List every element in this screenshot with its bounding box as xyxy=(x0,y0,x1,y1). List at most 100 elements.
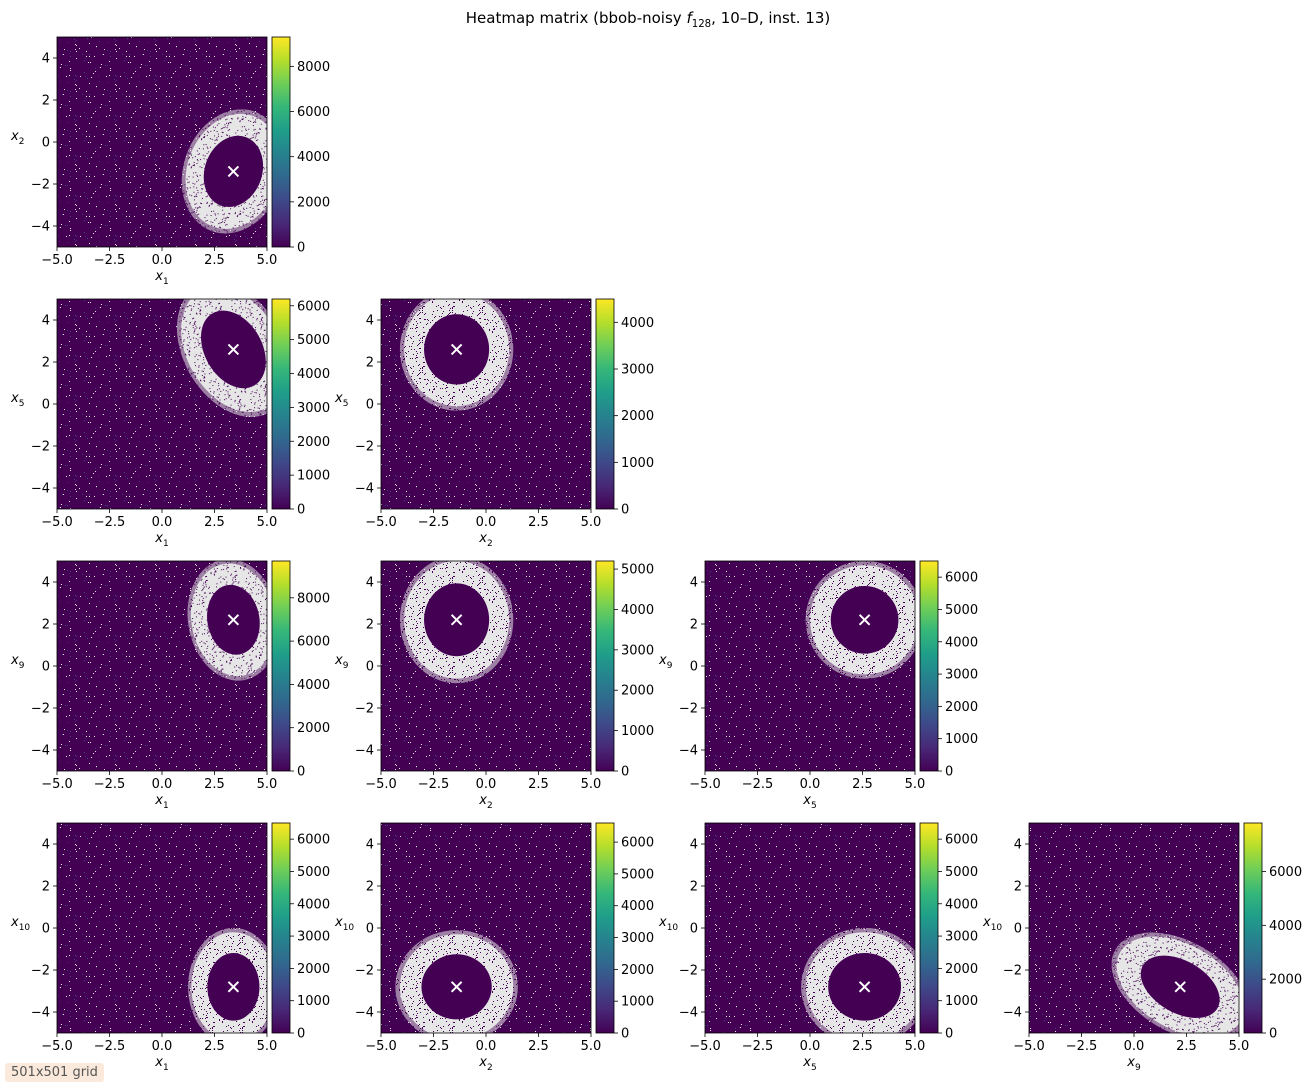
x-tick-label: −5.0 xyxy=(365,777,397,792)
colorbar-tick-label: 0 xyxy=(945,1027,953,1042)
x-axis-label: x1 xyxy=(154,531,168,549)
y-tick-label: 4 xyxy=(42,52,50,67)
optimum-marker xyxy=(1174,981,1186,993)
colorbar-tick-label: 0 xyxy=(945,765,953,780)
colorbar-tick-label: 0 xyxy=(1269,1027,1277,1042)
y-tick-label: −4 xyxy=(355,482,374,497)
title-func: f xyxy=(686,9,692,27)
colorbar-tick-label: 1000 xyxy=(621,995,654,1010)
colorbar-tick-label: 2000 xyxy=(945,962,978,977)
x-tick-label: 2.5 xyxy=(204,515,225,530)
x-tick-label: 5.0 xyxy=(581,1039,602,1054)
y-tick-label: 4 xyxy=(366,838,374,853)
y-tick-label: 0 xyxy=(42,398,50,413)
y-tick-label: −2 xyxy=(31,964,50,979)
y-axis-label: x9 xyxy=(658,653,673,671)
colorbar-tick-label: 5000 xyxy=(621,563,654,578)
x-tick-label: −2.5 xyxy=(418,777,450,792)
colorbar-tick-label: 3000 xyxy=(621,363,654,378)
colorbar-tick-label: 0 xyxy=(621,765,629,780)
colorbar-tick-label: 5000 xyxy=(297,865,330,880)
colorbar-tick-label: 3000 xyxy=(297,930,330,945)
colorbar-tick-label: 4000 xyxy=(621,316,654,331)
heatmap-panel-5: −5.0 −2.5 0.0 2.5 5.0 −4 −2 0 2 4 x2 x9 0 1000 2000 300… xyxy=(334,560,654,811)
heatmap-panel-9: −5.0 −2.5 0.0 2.5 5.0 −4 −2 0 2 4 x5 x10 0 1000 2000 30… xyxy=(658,822,978,1073)
optimum-marker xyxy=(858,614,871,626)
y-tick-label: −4 xyxy=(31,744,50,759)
heatmap-panel-2: −5.0 −2.5 0.0 2.5 5.0 −4 −2 0 2 4 x1 x5 0 1000 2000 300… xyxy=(10,298,330,549)
colorbar-tick-label: 5000 xyxy=(945,865,978,880)
y-tick-label: 0 xyxy=(42,136,50,151)
colorbar: 0 1000 2000 3000 4000 5000 6000 xyxy=(919,822,978,1042)
y-tick-label: −4 xyxy=(355,1006,374,1021)
colorbar-tick-label: 4000 xyxy=(945,635,978,650)
colorbar-tick-label: 6000 xyxy=(297,299,330,314)
colorbar-tick-label: 4000 xyxy=(297,367,330,382)
colorbar: 0 1000 2000 3000 4000 5000 6000 xyxy=(595,822,654,1042)
x-tick-label: 5.0 xyxy=(905,777,926,792)
y-tick-label: 2 xyxy=(366,618,374,633)
colorbar-tick-label: 0 xyxy=(621,503,629,518)
colorbar-tick-label: 6000 xyxy=(621,836,654,851)
colorbar-tick-label: 6000 xyxy=(297,833,330,848)
y-tick-label: 2 xyxy=(42,618,50,633)
colorbar: 0 1000 2000 3000 4000 5000 6000 xyxy=(919,560,978,780)
colorbar-tick-label: 4000 xyxy=(1269,919,1302,934)
x-tick-label: 0.0 xyxy=(476,777,497,792)
colorbar-tick-label: 2000 xyxy=(297,195,330,210)
colorbar: 0 1000 2000 3000 4000 5000 6000 xyxy=(271,298,330,518)
x-axis-label: x1 xyxy=(154,1055,168,1073)
colorbar-tick-label: 4000 xyxy=(297,150,330,165)
optimum-marker xyxy=(227,981,240,993)
y-tick-label: 2 xyxy=(366,880,374,895)
y-tick-label: −4 xyxy=(31,220,50,235)
x-tick-label: −2.5 xyxy=(94,777,126,792)
y-tick-label: −2 xyxy=(1003,964,1022,979)
x-axis-label: x2 xyxy=(478,1055,492,1073)
x-tick-label: 2.5 xyxy=(204,777,225,792)
colorbar-tick-label: 2000 xyxy=(621,684,654,699)
x-axis-label: x5 xyxy=(802,1055,816,1073)
colorbar: 0 1000 2000 3000 4000 xyxy=(595,298,654,518)
x-tick-label: 0.0 xyxy=(476,515,497,530)
title-prefix: Heatmap matrix (bbob-noisy xyxy=(465,9,687,27)
x-tick-label: −5.0 xyxy=(689,1039,721,1054)
y-tick-label: 2 xyxy=(42,356,50,371)
colorbar-tick-label: 4000 xyxy=(297,678,330,693)
x-tick-label: 5.0 xyxy=(581,777,602,792)
x-tick-label: 0.0 xyxy=(800,777,821,792)
colorbar-tick-label: 3000 xyxy=(297,401,330,416)
y-tick-label: 0 xyxy=(366,398,374,413)
heatmap-panel-4: −5.0 −2.5 0.0 2.5 5.0 −4 −2 0 2 4 x1 x9 0 2000 4000 600… xyxy=(10,560,330,811)
y-tick-label: −4 xyxy=(31,1006,50,1021)
colorbar-tick-label: 1000 xyxy=(621,456,654,471)
x-tick-label: −2.5 xyxy=(418,1039,450,1054)
optimum-marker xyxy=(227,343,240,356)
colorbar-tick-label: 3000 xyxy=(621,931,654,946)
colorbar: 0 1000 2000 3000 4000 5000 xyxy=(595,560,654,780)
optimum-marker xyxy=(858,981,871,993)
x-tick-label: −5.0 xyxy=(365,1039,397,1054)
x-tick-label: 0.0 xyxy=(152,253,173,268)
x-tick-label: 5.0 xyxy=(905,1039,926,1054)
x-tick-label: −5.0 xyxy=(41,253,73,268)
optimum-marker xyxy=(450,343,463,356)
colorbar-tick-label: 2000 xyxy=(621,963,654,978)
x-tick-label: −2.5 xyxy=(94,1039,126,1054)
x-tick-label: −5.0 xyxy=(41,777,73,792)
x-tick-label: 2.5 xyxy=(528,1039,549,1054)
heatmap-panel-3: −5.0 −2.5 0.0 2.5 5.0 −4 −2 0 2 4 x2 x5 0 1000 2000 300… xyxy=(334,298,654,549)
x-tick-label: −2.5 xyxy=(742,777,774,792)
y-tick-label: −2 xyxy=(31,440,50,455)
y-axis-label: x9 xyxy=(334,653,349,671)
y-tick-label: 2 xyxy=(690,880,698,895)
x-tick-label: 5.0 xyxy=(1229,1039,1250,1054)
x-axis-label: x9 xyxy=(1126,1055,1141,1073)
y-tick-label: 0 xyxy=(690,922,698,937)
colorbar-tick-label: 2000 xyxy=(945,700,978,715)
colorbar-tick-label: 1000 xyxy=(621,724,654,739)
colorbar-tick-label: 6000 xyxy=(297,635,330,650)
colorbar-tick-label: 4000 xyxy=(621,899,654,914)
y-tick-label: −2 xyxy=(355,440,374,455)
x-tick-label: −5.0 xyxy=(689,777,721,792)
